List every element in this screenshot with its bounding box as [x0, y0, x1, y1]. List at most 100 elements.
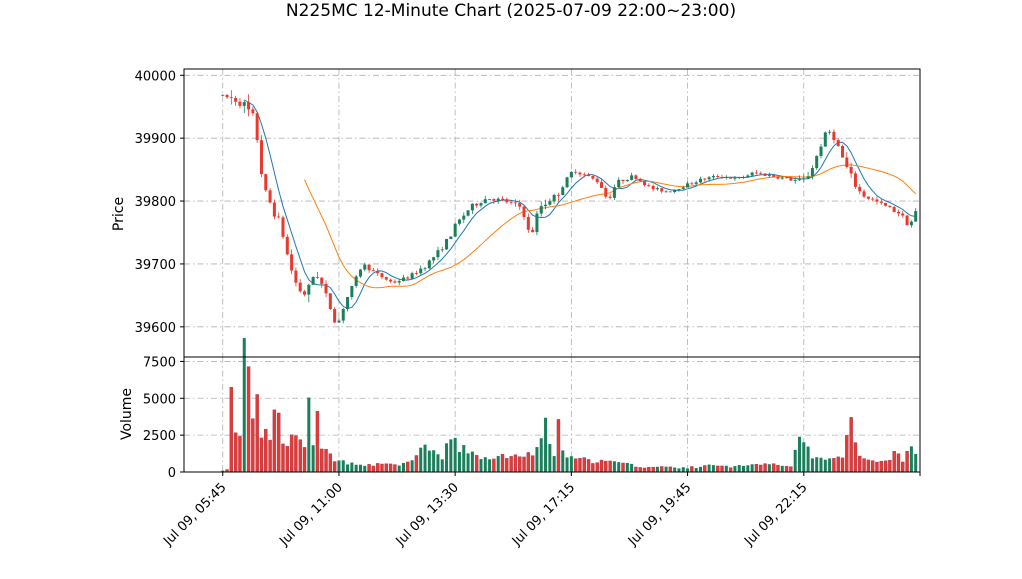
volume-bar — [862, 458, 866, 473]
xtick-label: Jul 09, 05:45 — [160, 480, 229, 549]
candle-body — [264, 174, 268, 191]
candle-body — [445, 239, 449, 250]
candle-body — [470, 203, 474, 211]
candle-body — [785, 177, 789, 179]
volume-bar — [410, 460, 414, 472]
volume-ytick-label: 2500 — [143, 429, 176, 444]
candle-body — [828, 131, 832, 133]
volume-bar — [845, 435, 849, 473]
candle-body — [866, 196, 870, 199]
volume-bar — [698, 466, 702, 472]
candle-body — [556, 194, 560, 196]
candle-body — [780, 177, 784, 179]
volume-bar — [375, 463, 380, 473]
candle-body — [742, 177, 746, 178]
candle-body — [522, 206, 526, 218]
chart-title: N225MC 12-Minute Chart (2025-07-09 22:00… — [286, 1, 736, 21]
volume-bar — [548, 444, 552, 472]
volume-bar — [259, 437, 264, 473]
volume-ytick-label: 5000 — [143, 392, 176, 407]
volume-bar — [746, 465, 750, 472]
volume-bar — [686, 468, 690, 472]
volume-bar — [750, 464, 754, 472]
volume-bar — [664, 466, 668, 472]
xtick-label: Jul 09, 19:45 — [625, 480, 694, 549]
volume-bar — [242, 338, 246, 472]
candle-body — [247, 102, 251, 110]
candle-body — [462, 215, 466, 220]
candle-body — [720, 176, 724, 178]
volume-bar — [268, 439, 272, 473]
volume-bar — [354, 464, 358, 472]
volume-bar — [858, 455, 862, 473]
candle-body — [673, 189, 677, 193]
volume-bar — [367, 464, 371, 473]
ma-long-line — [304, 164, 917, 289]
volume-bar — [780, 465, 784, 472]
volume-bar — [453, 437, 457, 472]
volume-bar — [272, 409, 277, 473]
candle-body — [836, 140, 840, 147]
volume-bar — [238, 436, 242, 473]
volume-bar — [742, 465, 746, 472]
volume-bar — [509, 456, 513, 473]
volume-bar — [694, 468, 698, 472]
candle-body — [797, 179, 801, 181]
volume-bar — [488, 459, 492, 472]
candle-body — [595, 178, 599, 183]
candle-body — [686, 183, 690, 188]
candle-body — [707, 177, 711, 180]
candle-body — [845, 157, 849, 167]
volume-bar — [462, 445, 466, 472]
volume-bar — [573, 458, 578, 473]
volume-bar — [414, 455, 419, 473]
volume-bar — [556, 419, 561, 473]
candle-body — [229, 97, 233, 99]
volume-bar — [544, 417, 548, 472]
candle-body — [363, 264, 367, 270]
volume-bar — [406, 461, 410, 473]
volume-bar — [819, 457, 823, 472]
candle-body — [578, 172, 582, 175]
volume-bar — [539, 438, 543, 472]
candle-body — [638, 178, 642, 182]
volume-bar — [828, 458, 832, 472]
volume-bar — [307, 397, 311, 472]
candle-body — [423, 268, 427, 270]
candle-body — [823, 132, 827, 147]
volume-bar — [651, 466, 655, 473]
volume-axes-frame — [183, 356, 921, 473]
candle-body — [427, 260, 431, 269]
volume-bar — [522, 456, 526, 473]
volume-bar — [810, 458, 814, 472]
volume-bar — [673, 467, 677, 472]
price-axis-label: Price — [111, 197, 127, 231]
volume-bar — [802, 442, 806, 472]
candle-body — [896, 211, 900, 214]
candle-body — [298, 282, 302, 292]
volume-bar — [337, 460, 341, 472]
volume-bar — [552, 456, 556, 472]
volume-bar — [358, 464, 362, 472]
volume-bar — [853, 442, 858, 473]
candle-body — [285, 236, 289, 255]
candle-body — [625, 179, 629, 182]
candle-body — [492, 199, 496, 201]
volume-bar — [332, 461, 337, 473]
candle-body — [587, 174, 591, 177]
volume-bar — [449, 439, 453, 472]
candle-body — [544, 204, 548, 207]
volume-bar — [767, 464, 771, 472]
volume-bar — [759, 464, 763, 473]
candle-body — [617, 179, 621, 188]
volume-bar — [815, 457, 819, 472]
candle-body — [681, 187, 685, 190]
candle-body — [802, 178, 806, 180]
volume-bar — [526, 452, 531, 473]
candle-body — [496, 198, 500, 201]
volume-bar — [591, 463, 595, 473]
candle-body — [432, 257, 436, 261]
candle-body — [793, 180, 797, 182]
volume-bar — [905, 450, 909, 473]
